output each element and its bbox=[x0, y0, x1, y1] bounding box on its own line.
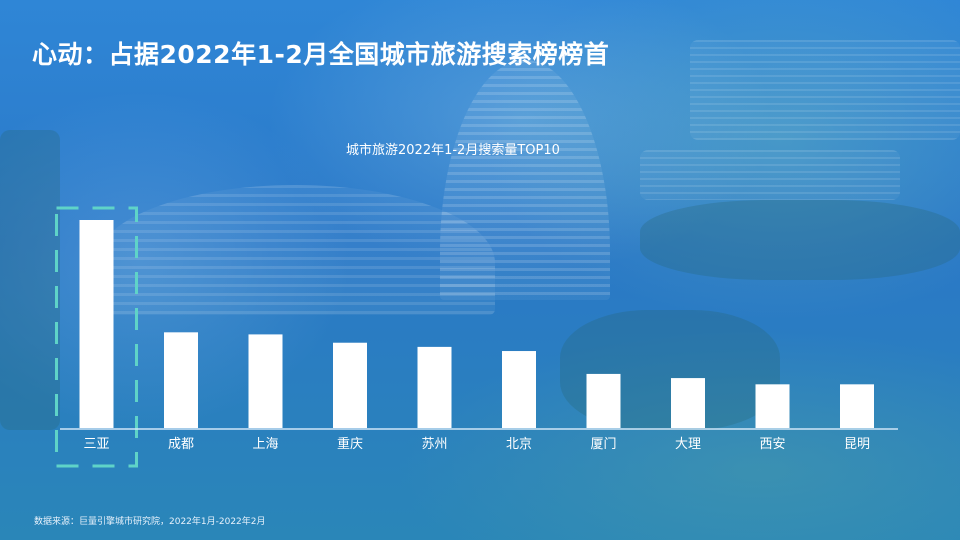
highlight-frame bbox=[55, 206, 138, 468]
x-tick-label: 北京 bbox=[506, 437, 532, 452]
x-tick-label: 西安 bbox=[759, 437, 785, 452]
page-title: 心动：占据2022年1-2月全国城市旅游搜索榜榜首 bbox=[32, 40, 610, 69]
bar-厦门 bbox=[586, 373, 621, 428]
bar-大理 bbox=[671, 378, 705, 428]
x-tick-label: 上海 bbox=[252, 437, 278, 452]
source-note: 数据来源：巨量引擎城市研究院，2022年1月-2022年2月 bbox=[34, 517, 266, 527]
chart-title: 城市旅游2022年1-2月搜索量TOP10 bbox=[346, 143, 560, 158]
x-tick-label: 厦门 bbox=[590, 437, 616, 452]
x-tick-label: 重庆 bbox=[337, 436, 363, 452]
bar-西安 bbox=[755, 384, 790, 428]
x-tick-label: 大理 bbox=[675, 437, 701, 452]
bar-重庆 bbox=[333, 342, 367, 428]
x-tick-label: 三亚 bbox=[83, 437, 109, 452]
bar-成都 bbox=[164, 332, 198, 428]
x-tick-label: 昆明 bbox=[844, 437, 870, 452]
bar-北京 bbox=[502, 351, 536, 428]
bar-上海 bbox=[248, 334, 283, 428]
bar-昆明 bbox=[840, 384, 874, 428]
bar-三亚 bbox=[79, 220, 114, 428]
x-tick-label: 苏州 bbox=[421, 436, 447, 452]
x-tick-label: 成都 bbox=[168, 437, 194, 452]
bar-苏州 bbox=[417, 346, 452, 428]
